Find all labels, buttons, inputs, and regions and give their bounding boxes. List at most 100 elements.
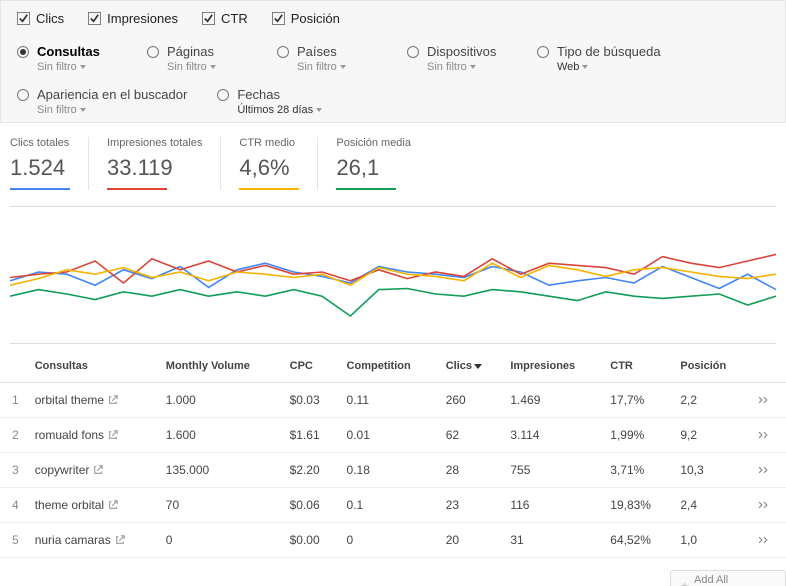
chevron-right-icon [757,464,778,476]
cell-clicks: 260 [438,383,503,418]
table-row[interactable]: 4 theme orbital 70 $0.06 0.1 23 116 19,8… [0,488,786,523]
cell-query[interactable]: romuald fons [27,418,158,453]
chevron-down-icon [80,65,86,69]
cell-clicks: 20 [438,523,503,558]
dimension-tab[interactable]: Dispositivos Sin filtro [407,44,507,73]
col-posicion[interactable]: Posición [672,350,748,383]
cell-cpc: $1.61 [282,418,339,453]
add-all-keywords-button[interactable]: Add All Keywords [670,570,786,586]
col-consultas[interactable]: Consultas [27,350,158,383]
external-link-icon[interactable] [115,535,125,545]
row-index: 3 [0,453,27,488]
total-metric: Clics totales 1.524 [10,137,89,190]
cell-ctr: 3,71% [602,453,672,488]
dimension-tab[interactable]: Países Sin filtro [277,44,377,73]
cell-expand[interactable] [749,488,786,523]
cell-clicks: 62 [438,418,503,453]
cell-posicion: 1,0 [672,523,748,558]
col-ctr[interactable]: CTR [602,350,672,383]
cell-impresiones: 1.469 [502,383,602,418]
radio-icon [537,46,549,58]
cell-monthly-volume: 1.000 [158,383,282,418]
checkbox-icon [272,12,285,25]
checkbox-label: Impresiones [107,11,178,26]
tab-filter-value[interactable]: Sin filtro [167,61,247,73]
star-icon [679,581,690,586]
cell-query[interactable]: orbital theme [27,383,158,418]
dimension-tab[interactable]: Consultas Sin filtro [17,44,117,73]
query-text: copywriter [35,463,90,477]
chevron-down-icon [582,65,588,69]
cell-monthly-volume: 135.000 [158,453,282,488]
chevron-down-icon [80,108,86,112]
tab-filter-value[interactable]: Últimos 28 días [237,104,322,116]
tab-label: Dispositivos [427,44,496,59]
checkbox-label: Clics [36,11,64,26]
query-text: orbital theme [35,393,104,407]
tab-label: Consultas [37,44,100,59]
external-link-icon[interactable] [108,500,118,510]
metric-checkbox[interactable]: CTR [202,11,248,26]
metric-checkbox[interactable]: Posición [272,11,340,26]
table-row[interactable]: 1 orbital theme 1.000 $0.03 0.11 260 1.4… [0,383,786,418]
tab-filter-value[interactable]: Sin filtro [427,61,507,73]
chevron-right-icon [757,499,778,511]
table-row[interactable]: 2 romuald fons 1.600 $1.61 0.01 62 3.114… [0,418,786,453]
cell-competition: 0.11 [339,383,438,418]
dimension-tab[interactable]: Tipo de búsqueda Web [537,44,661,73]
query-text: romuald fons [35,428,104,442]
tab-filter-value[interactable]: Sin filtro [37,104,187,116]
dimension-tab[interactable]: Apariencia en el buscador Sin filtro [17,87,187,116]
cell-monthly-volume: 0 [158,523,282,558]
external-link-icon[interactable] [108,430,118,440]
cell-ctr: 19,83% [602,488,672,523]
dimension-tabs-row-2: Apariencia en el buscador Sin filtro Fec… [17,87,769,116]
external-link-icon[interactable] [93,465,103,475]
cell-competition: 0.1 [339,488,438,523]
col-cpc[interactable]: CPC [282,350,339,383]
checkbox-icon [17,12,30,25]
metric-checkbox-row: Clics Impresiones CTR Posición [17,11,769,34]
cell-posicion: 10,3 [672,453,748,488]
sort-desc-icon [474,364,482,369]
cell-impresiones: 3.114 [502,418,602,453]
metric-checkbox[interactable]: Clics [17,11,64,26]
total-title: Posición media [336,137,411,149]
tab-filter-value[interactable]: Sin filtro [37,61,117,73]
cell-posicion: 9,2 [672,418,748,453]
total-metric: Posición media 26,1 [318,137,429,190]
dimension-tab[interactable]: Fechas Últimos 28 días [217,87,322,116]
col-competition[interactable]: Competition [339,350,438,383]
cell-expand[interactable] [749,453,786,488]
cell-expand[interactable] [749,383,786,418]
radio-icon [277,46,289,58]
tab-label: Apariencia en el buscador [37,87,187,102]
query-text: theme orbital [35,498,104,512]
checkbox-label: Posición [291,11,340,26]
col-clicks[interactable]: Clics [438,350,503,383]
cell-monthly-volume: 70 [158,488,282,523]
cell-query[interactable]: copywriter [27,453,158,488]
chevron-down-icon [316,108,322,112]
totals-row: Clics totales 1.524 Impresiones totales … [0,123,786,190]
cell-query[interactable]: theme orbital [27,488,158,523]
table-row[interactable]: 5 nuria camaras 0 $0.00 0 20 31 64,52% 1… [0,523,786,558]
tab-filter-value[interactable]: Sin filtro [297,61,377,73]
tab-label: Países [297,44,337,59]
col-monthly-volume[interactable]: Monthly Volume [158,350,282,383]
checkbox-label: CTR [221,11,248,26]
tab-label: Fechas [237,87,280,102]
cell-query[interactable]: nuria camaras [27,523,158,558]
tab-filter-value[interactable]: Web [557,61,661,73]
external-link-icon[interactable] [108,395,118,405]
cell-expand[interactable] [749,418,786,453]
cell-posicion: 2,4 [672,488,748,523]
col-impresiones[interactable]: Impresiones [502,350,602,383]
radio-icon [217,89,229,101]
dimension-tab[interactable]: Páginas Sin filtro [147,44,247,73]
cell-expand[interactable] [749,523,786,558]
table-row[interactable]: 3 copywriter 135.000 $2.20 0.18 28 755 3… [0,453,786,488]
total-underline [107,188,167,190]
metric-checkbox[interactable]: Impresiones [88,11,178,26]
chevron-right-icon [757,534,778,546]
